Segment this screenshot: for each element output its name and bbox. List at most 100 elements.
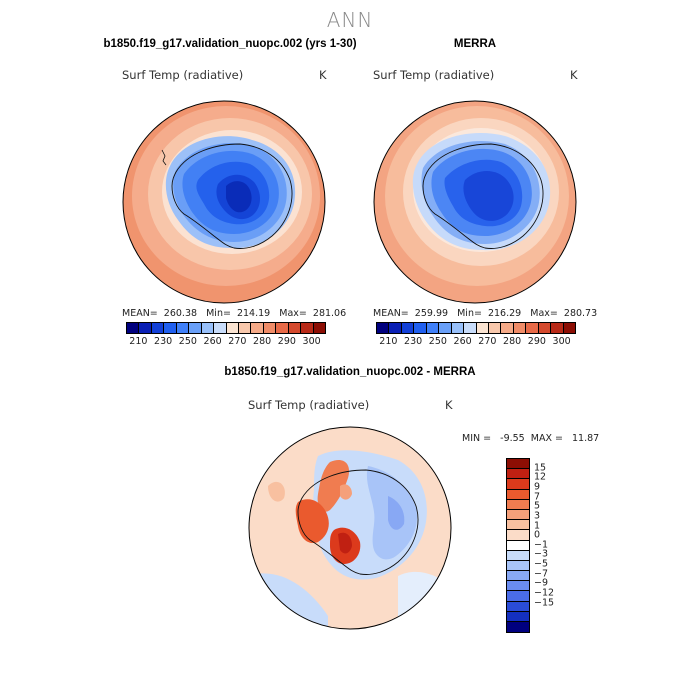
colorbar-tick-label: 290 [527, 336, 546, 347]
colorbar-swatch [263, 323, 277, 333]
colorbar-swatch [507, 622, 529, 633]
colorbar-tick-label: −15 [534, 597, 555, 609]
colorbar-tick-label: 9 [534, 481, 541, 493]
colorbar-swatch [313, 323, 325, 333]
colorbar-swatch [507, 530, 529, 541]
colorbar-swatch [507, 540, 529, 551]
colorbar-swatch [164, 323, 177, 333]
panel-2-variable: Surf Temp (radiative) [373, 68, 495, 82]
colorbar-tick-label: −3 [534, 548, 549, 560]
colorbar-swatch [507, 520, 529, 531]
colorbar-swatch [214, 323, 227, 333]
colorbar-swatch [476, 323, 489, 333]
colorbar-swatch [507, 560, 529, 572]
colorbar-tick-label: 7 [534, 491, 541, 503]
panel-1-title: b1850.f19_g17.validation_nuopc.002 (yrs … [103, 38, 357, 50]
panel-3-variable: Surf Temp (radiative) [248, 398, 370, 412]
colorbar-swatch [401, 323, 415, 333]
colorbar-swatch [139, 323, 152, 333]
panel-3-map [248, 426, 452, 630]
colorbar-swatch [513, 323, 527, 333]
panel-1-stats: MEAN= 260.38 Min= 214.19 Max= 281.06 [122, 308, 347, 319]
colorbar-swatch [226, 323, 239, 333]
figure-title: ANN [326, 8, 374, 32]
colorbar-swatch [151, 323, 165, 333]
colorbar-swatch [507, 489, 529, 500]
colorbar-swatch [389, 323, 402, 333]
colorbar-tick-label: 250 [428, 336, 447, 347]
colorbar-tick-label: 250 [178, 336, 197, 347]
colorbar-swatch [538, 323, 552, 333]
colorbar-swatch [507, 581, 529, 592]
colorbar-swatch [507, 571, 529, 582]
colorbar-swatch [127, 323, 140, 333]
colorbar-tick-label: 230 [404, 336, 423, 347]
colorbar-swatch [507, 601, 529, 612]
panel-1-variable: Surf Temp (radiative) [122, 68, 244, 82]
panel-2-colorbar [376, 322, 576, 334]
colorbar-tick-label: 300 [552, 336, 571, 347]
colorbar-swatch [507, 550, 529, 561]
colorbar-tick-label: 0 [534, 529, 541, 541]
colorbar-swatch [251, 323, 264, 333]
colorbar-swatch [288, 323, 302, 333]
colorbar-tick-label: 290 [277, 336, 296, 347]
colorbar-swatch [238, 323, 252, 333]
panel-2-title: MERRA [453, 38, 497, 50]
colorbar-tick-label: −9 [534, 577, 549, 589]
colorbar-swatch [507, 499, 529, 510]
colorbar-tick-label: 3 [534, 510, 541, 522]
colorbar-tick-label: 270 [478, 336, 497, 347]
colorbar-swatch [507, 459, 529, 470]
colorbar-tick-label: 270 [228, 336, 247, 347]
colorbar-swatch [526, 323, 539, 333]
colorbar-swatch [464, 323, 477, 333]
colorbar-tick-label: 230 [154, 336, 173, 347]
colorbar-tick-label: 210 [129, 336, 148, 347]
colorbar-swatch [507, 591, 529, 602]
colorbar-tick-label: 280 [253, 336, 272, 347]
panel-1-colorbar [126, 322, 326, 334]
colorbar-swatch [426, 323, 440, 333]
colorbar-swatch [414, 323, 427, 333]
colorbar-swatch [439, 323, 452, 333]
colorbar-swatch [201, 323, 215, 333]
colorbar-tick-label: 15 [534, 462, 547, 474]
panel-2-stats: MEAN= 259.99 Min= 216.29 Max= 280.73 [373, 308, 598, 319]
panel-3-colorbar [506, 458, 530, 634]
panel-1-map [122, 100, 326, 304]
panel-2-colorbar-ticks: 210 230 250 260 270 280 290 300 [376, 336, 574, 348]
colorbar-tick-label: 300 [302, 336, 321, 347]
colorbar-tick-label: −5 [534, 558, 549, 570]
colorbar-tick-label: 260 [203, 336, 222, 347]
colorbar-swatch [551, 323, 564, 333]
colorbar-swatch [276, 323, 289, 333]
panel-1-colorbar-ticks: 210 230 250 260 270 280 290 300 [126, 336, 324, 348]
colorbar-tick-label: −1 [534, 539, 549, 551]
colorbar-swatch [507, 611, 529, 622]
colorbar-swatch [501, 323, 514, 333]
colorbar-tick-label: 210 [379, 336, 398, 347]
colorbar-tick-label: 1 [534, 520, 541, 532]
panel-2-units: K [570, 68, 578, 82]
panel-3-title: b1850.f19_g17.validation_nuopc.002 - MER… [224, 366, 476, 378]
colorbar-tick-label: 5 [534, 500, 541, 512]
panel-2-map [373, 100, 577, 304]
colorbar-swatch [377, 323, 390, 333]
colorbar-tick-label: 12 [534, 471, 547, 483]
panel-3-stats: MIN = -9.55 MAX = 11.87 [462, 433, 600, 444]
colorbar-tick-label: 280 [503, 336, 522, 347]
colorbar-tick-label: −7 [534, 568, 549, 580]
colorbar-swatch [451, 323, 465, 333]
colorbar-swatch [507, 469, 529, 480]
colorbar-swatch [507, 509, 529, 521]
colorbar-swatch [301, 323, 314, 333]
panel-3-colorbar-ticks: 15 12 9 7 5 3 1 0 −1 −3 −5 −7 −9 −12 −15 [534, 458, 574, 622]
colorbar-tick-label: −12 [534, 587, 555, 599]
colorbar-swatch [488, 323, 502, 333]
colorbar-swatch [507, 479, 529, 490]
colorbar-tick-label: 260 [453, 336, 472, 347]
colorbar-swatch [189, 323, 202, 333]
panel-1-units: K [319, 68, 327, 82]
panel-3-units: K [445, 398, 453, 412]
